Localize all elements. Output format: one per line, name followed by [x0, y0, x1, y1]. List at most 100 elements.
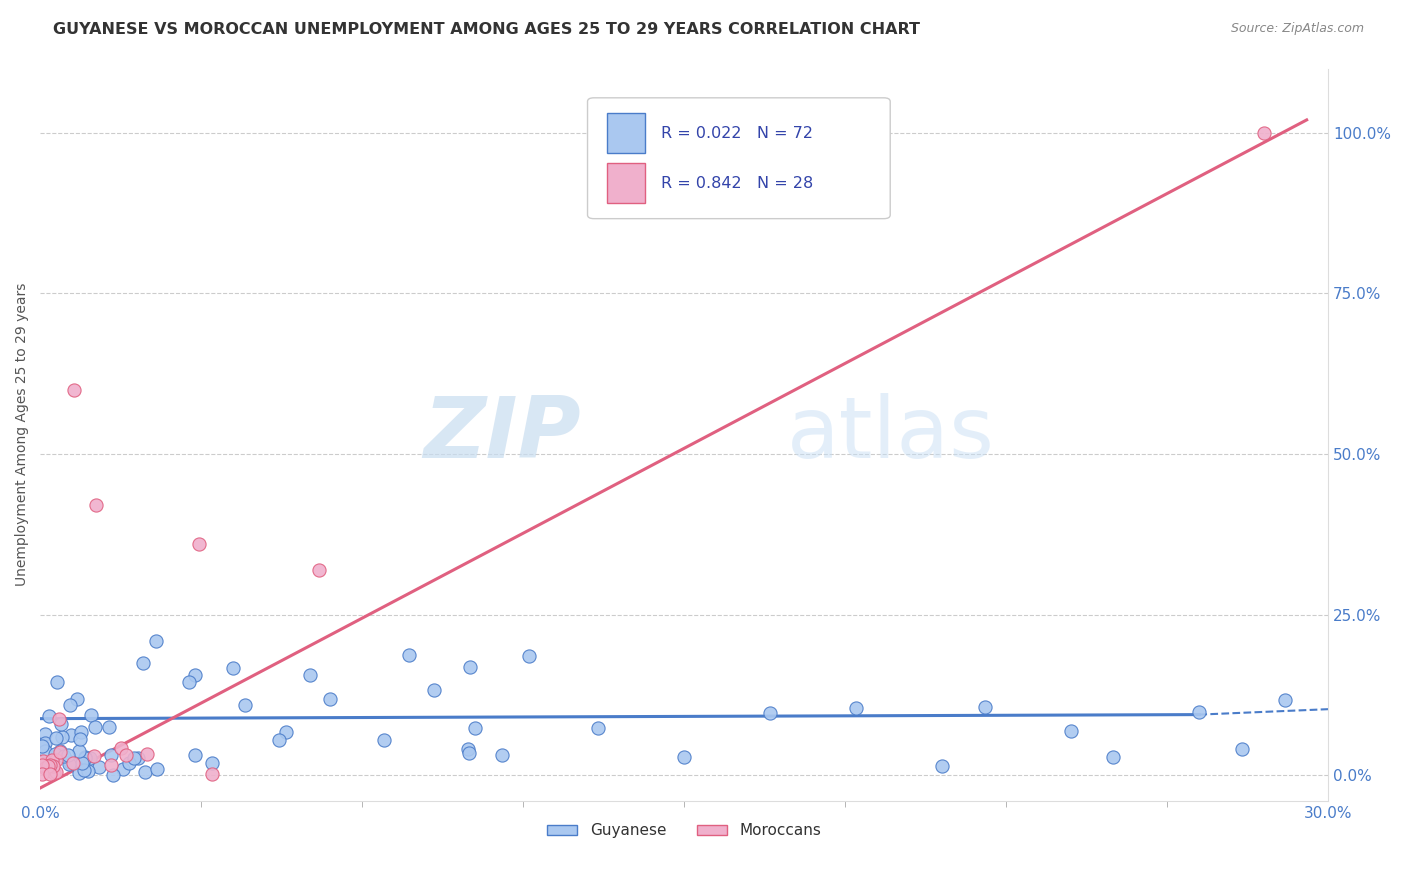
Guyanese [673, 749, 696, 764]
Guyanese [233, 698, 256, 712]
Moroccans [100, 757, 122, 772]
Moroccans [38, 767, 60, 781]
Guyanese [517, 648, 540, 663]
Guyanese [146, 763, 169, 777]
Guyanese [89, 759, 111, 773]
Guyanese [491, 747, 513, 762]
Guyanese [45, 731, 67, 746]
Guyanese [179, 674, 201, 689]
Guyanese [298, 668, 321, 682]
Guyanese [38, 709, 60, 723]
Guyanese [56, 748, 79, 763]
Moroccans [45, 753, 67, 767]
Legend: Guyanese, Moroccans: Guyanese, Moroccans [541, 817, 828, 845]
Guyanese [69, 732, 91, 747]
Guyanese [100, 748, 122, 763]
Text: atlas: atlas [787, 393, 995, 476]
Moroccans [1253, 126, 1275, 140]
Moroccans [37, 758, 59, 772]
Guyanese [222, 660, 245, 674]
Guyanese [118, 756, 141, 771]
Guyanese [34, 744, 56, 758]
Guyanese [1232, 742, 1254, 756]
Guyanese [931, 759, 953, 773]
Guyanese [76, 764, 98, 778]
Guyanese [72, 764, 94, 778]
Text: R = 0.842   N = 28: R = 0.842 N = 28 [661, 176, 813, 191]
Guyanese [53, 749, 76, 764]
Guyanese [34, 736, 56, 750]
Guyanese [1059, 724, 1081, 739]
Moroccans [308, 563, 330, 577]
Guyanese [973, 699, 995, 714]
Guyanese [184, 668, 207, 682]
Guyanese [59, 698, 82, 712]
Moroccans [42, 759, 65, 773]
Moroccans [49, 745, 72, 759]
Moroccans [84, 499, 107, 513]
Guyanese [44, 747, 66, 761]
Guyanese [103, 767, 125, 781]
Guyanese [46, 675, 69, 690]
Moroccans [31, 755, 53, 769]
Moroccans [31, 758, 53, 772]
Guyanese [59, 755, 82, 769]
Guyanese [73, 751, 96, 765]
Guyanese [58, 756, 80, 771]
Guyanese [49, 717, 72, 731]
Text: ZIP: ZIP [423, 393, 581, 476]
Guyanese [59, 729, 82, 743]
Y-axis label: Unemployment Among Ages 25 to 29 years: Unemployment Among Ages 25 to 29 years [15, 283, 30, 586]
Guyanese [49, 744, 72, 758]
Guyanese [1102, 749, 1125, 764]
Moroccans [41, 753, 63, 767]
Guyanese [34, 727, 56, 741]
Guyanese [69, 724, 91, 739]
Guyanese [1188, 706, 1211, 720]
Guyanese [845, 701, 868, 715]
Guyanese [111, 762, 134, 776]
FancyBboxPatch shape [607, 113, 645, 153]
Guyanese [759, 706, 782, 721]
Moroccans [115, 748, 138, 763]
Guyanese [127, 751, 149, 765]
Guyanese [31, 739, 53, 754]
Moroccans [39, 758, 62, 772]
FancyBboxPatch shape [607, 163, 645, 203]
Moroccans [45, 765, 67, 780]
Guyanese [70, 756, 93, 770]
Guyanese [67, 744, 90, 758]
Guyanese [319, 692, 342, 706]
Guyanese [458, 746, 481, 760]
Guyanese [79, 750, 101, 764]
Moroccans [31, 766, 53, 780]
Guyanese [457, 742, 479, 756]
Guyanese [423, 682, 446, 697]
Guyanese [98, 720, 121, 734]
Moroccans [62, 756, 84, 771]
FancyBboxPatch shape [588, 98, 890, 219]
Moroccans [42, 766, 65, 780]
Guyanese [183, 747, 205, 762]
Text: GUYANESE VS MOROCCAN UNEMPLOYMENT AMONG AGES 25 TO 29 YEARS CORRELATION CHART: GUYANESE VS MOROCCAN UNEMPLOYMENT AMONG … [53, 22, 921, 37]
Guyanese [1274, 693, 1296, 707]
Moroccans [34, 761, 56, 775]
Guyanese [464, 721, 486, 735]
Moroccans [38, 756, 60, 770]
Moroccans [83, 749, 105, 764]
Guyanese [269, 733, 291, 747]
Guyanese [66, 692, 89, 706]
Moroccans [188, 537, 211, 551]
Guyanese [145, 634, 167, 648]
Moroccans [63, 383, 86, 397]
Moroccans [110, 740, 132, 755]
Moroccans [201, 766, 224, 780]
Guyanese [67, 766, 90, 780]
Guyanese [51, 730, 73, 744]
Guyanese [588, 721, 610, 735]
Guyanese [134, 765, 156, 780]
Guyanese [80, 707, 103, 722]
Moroccans [136, 747, 159, 761]
Guyanese [132, 656, 155, 670]
Guyanese [373, 732, 395, 747]
